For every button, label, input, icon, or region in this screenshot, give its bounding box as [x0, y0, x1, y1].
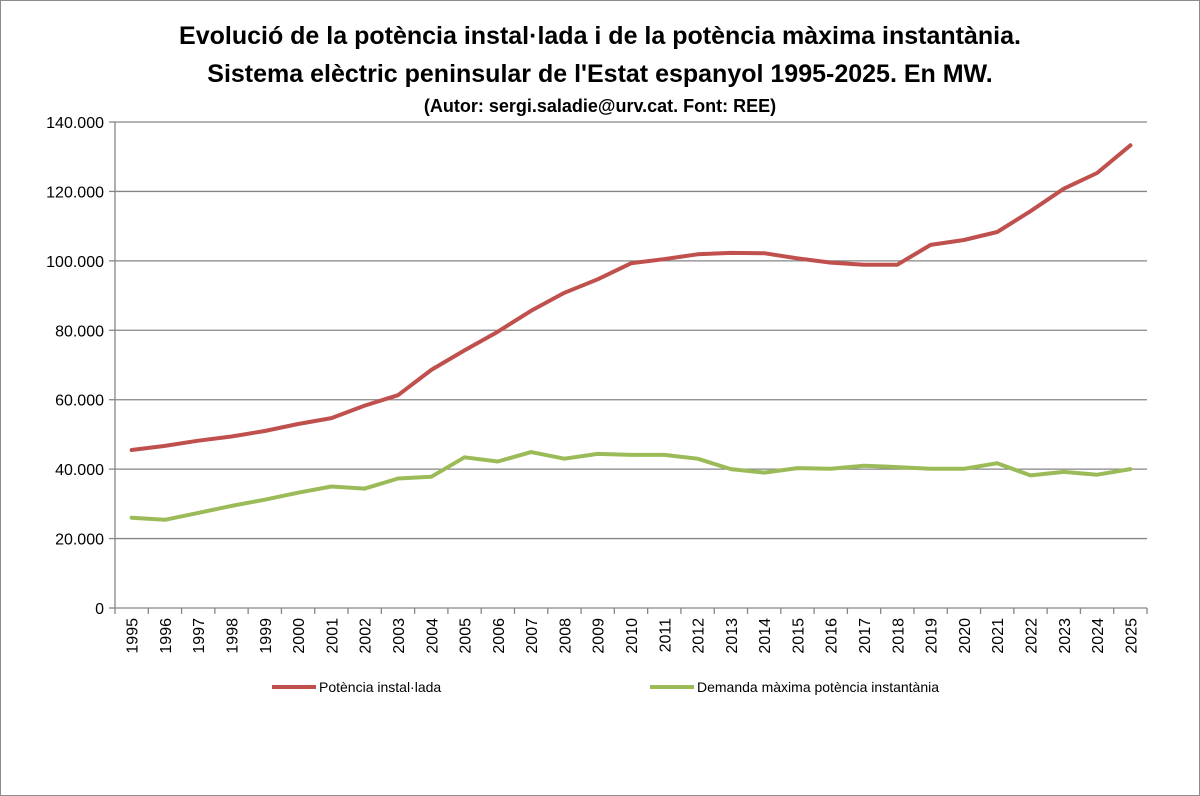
x-tick-label: 2013	[724, 618, 741, 654]
x-tick-label: 2020	[957, 618, 974, 654]
series-line-1	[129, 143, 1133, 452]
chart-source-note: (Autor: sergi.saladie@urv.cat. Font: REE…	[423, 96, 777, 116]
x-tick-label: 2000	[291, 618, 308, 654]
x-tick-label: 2001	[324, 618, 341, 654]
gridlines	[115, 121, 1147, 540]
x-tick-label: 1998	[225, 618, 242, 654]
y-tick-label: 120.000	[46, 184, 104, 201]
x-tick-label: 2024	[1090, 618, 1107, 654]
x-tick-label: 2004	[424, 618, 441, 654]
x-tick-labels: 1995 1996 1997 1998 1999 2000 2001 2002 2003 2004…	[125, 618, 1141, 654]
series-line-2	[129, 450, 1133, 522]
x-tick-label: 1996	[158, 618, 175, 654]
y-tick-label: 60.000	[55, 393, 104, 410]
y-tick-label: 0	[95, 601, 104, 618]
x-tick-label: 2003	[391, 618, 408, 654]
x-tick-label: 1999	[258, 618, 275, 654]
x-tick-label: 2018	[890, 618, 907, 654]
x-tick-label: 2010	[624, 618, 641, 654]
chart-subtitle: Sistema elèctric peninsular de l'Estat e…	[207, 60, 993, 88]
y-tick-label: 80.000	[55, 323, 104, 340]
x-tick-label: 2022	[1023, 618, 1040, 654]
y-tick-label: 20.000	[55, 532, 104, 549]
chart-title: Evolució de la potència instal·lada i de…	[179, 22, 1021, 50]
legend-label-2: Demanda màxima potència instantània	[697, 679, 939, 695]
x-tick-label: 2011	[657, 618, 674, 653]
x-tick-label: 2016	[824, 618, 841, 654]
x-tick-label: 2009	[591, 618, 608, 654]
x-tick-label: 1995	[125, 618, 142, 654]
x-tick-label: 2025	[1123, 618, 1140, 654]
legend: Potència instal·lada Demanda màxima potèn…	[272, 679, 939, 695]
x-tick-label: 2014	[757, 618, 774, 654]
y-tick-labels: 0 20.000 40.000 60.000 80.000 100.000 120.000 1…	[46, 115, 104, 618]
x-tick-label: 2019	[924, 618, 941, 654]
x-tick-label: 2002	[358, 618, 375, 654]
x-tick-label: 2005	[458, 618, 475, 654]
x-tick-label: 2021	[990, 618, 1007, 654]
y-tick-label: 100.000	[46, 254, 104, 271]
x-tick-label: 2006	[491, 618, 508, 654]
x-tick-label: 2015	[790, 618, 807, 654]
x-tick-label: 2023	[1057, 618, 1074, 654]
x-tick-label: 2008	[557, 618, 574, 654]
axes	[109, 121, 1148, 614]
x-tick-label: 2017	[857, 618, 874, 654]
x-tick-label: 2012	[691, 618, 708, 654]
series-lines	[129, 143, 1133, 522]
y-tick-label: 40.000	[55, 462, 104, 479]
x-tick-label: 1997	[191, 618, 208, 654]
y-tick-label: 140.000	[46, 115, 104, 132]
legend-label-1: Potència instal·lada	[319, 679, 441, 695]
x-tick-label: 2007	[524, 618, 541, 654]
